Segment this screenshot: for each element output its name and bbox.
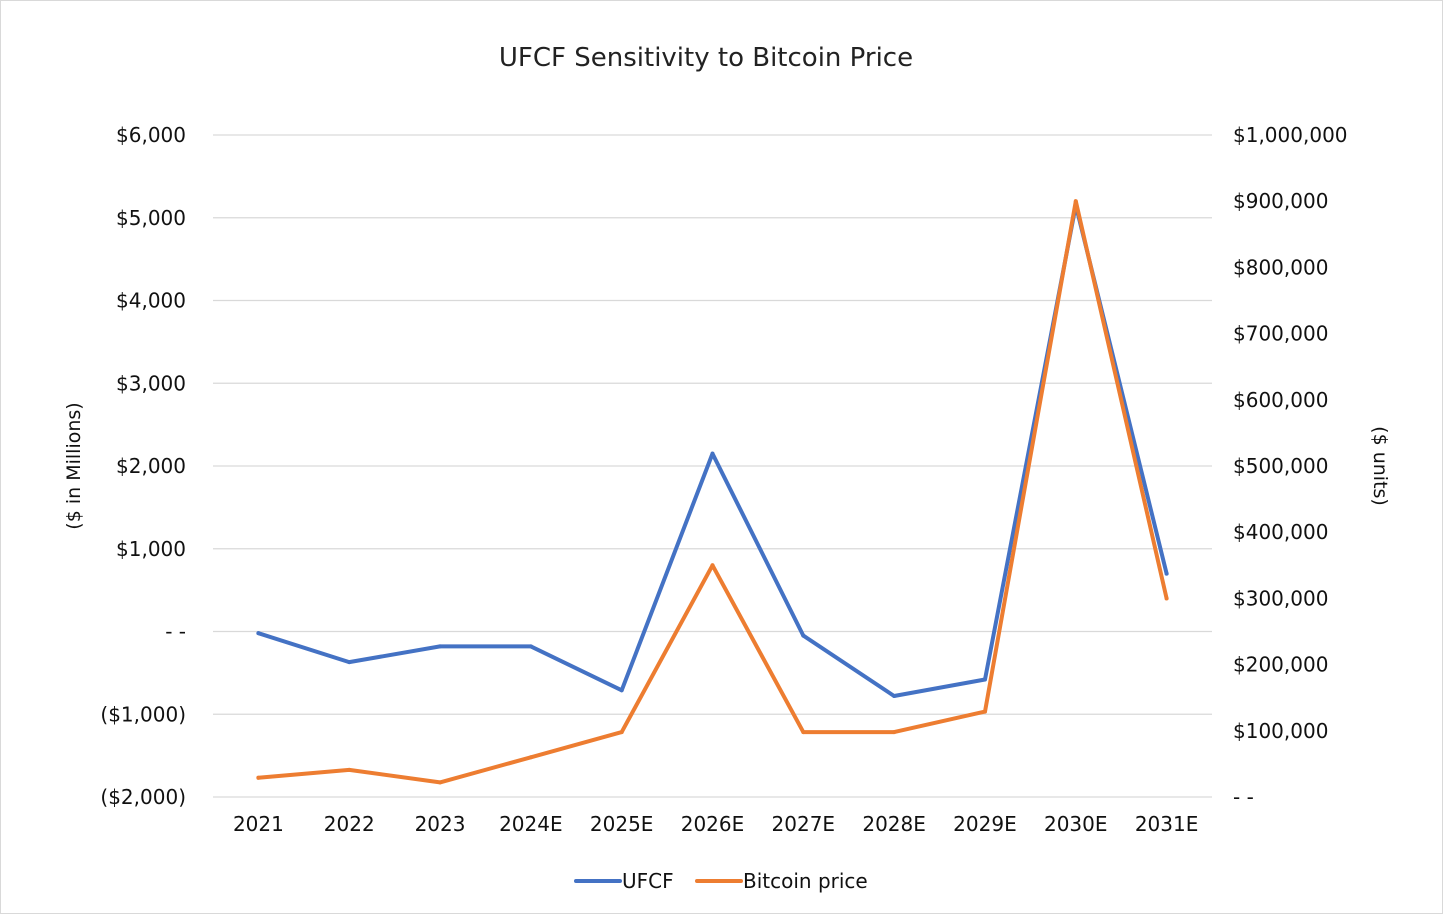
x-tick-label: 2022 — [324, 812, 375, 836]
data-point-ufcf — [801, 633, 806, 638]
data-point-ufcf — [438, 644, 443, 649]
data-point-bitcoin-price — [1164, 596, 1169, 601]
left-tick-label: - - — [165, 620, 186, 644]
series-lines — [256, 199, 1169, 785]
left-tick-label: $4,000 — [116, 289, 186, 313]
left-axis-ticks: $6,000 $5,000 $4,000 $3,000 $2,000 $1,000 - - (… — [100, 123, 186, 809]
data-point-bitcoin-price — [438, 780, 443, 785]
data-point-bitcoin-price — [801, 730, 806, 735]
series-line-bitcoin-price — [256, 199, 1169, 785]
x-tick-label: 2023 — [415, 812, 466, 836]
left-axis-title: ($ in Millions) — [63, 402, 85, 529]
x-tick-label: 2026E — [681, 812, 745, 836]
data-point-ufcf — [256, 631, 261, 636]
x-tick-label: 2030E — [1044, 812, 1108, 836]
right-axis-title: ($ units) — [1369, 426, 1391, 506]
left-tick-label: ($2,000) — [100, 785, 186, 809]
right-tick-label: $500,000 — [1233, 454, 1328, 478]
data-point-ufcf — [528, 644, 533, 649]
data-point-bitcoin-price — [982, 709, 987, 714]
data-point-bitcoin-price — [528, 755, 533, 760]
x-tick-label: 2021 — [233, 812, 284, 836]
data-point-bitcoin-price — [710, 563, 715, 568]
right-tick-label: $400,000 — [1233, 520, 1328, 544]
right-tick-label: $900,000 — [1233, 189, 1328, 213]
x-tick-label: 2028E — [862, 812, 926, 836]
left-tick-label: ($1,000) — [100, 702, 186, 726]
right-tick-label: - - — [1233, 785, 1254, 809]
chart-title: UFCF Sensitivity to Bitcoin Price — [499, 43, 913, 73]
x-tick-label: 2029E — [953, 812, 1017, 836]
left-tick-label: $3,000 — [116, 371, 186, 395]
data-point-bitcoin-price — [1073, 199, 1078, 204]
data-point-ufcf — [1164, 571, 1169, 576]
x-tick-label: 2027E — [772, 812, 836, 836]
data-point-bitcoin-price — [619, 730, 624, 735]
right-tick-label: $100,000 — [1233, 719, 1328, 743]
right-tick-label: $700,000 — [1233, 322, 1328, 346]
x-tick-label: 2025E — [590, 812, 654, 836]
right-tick-label: $600,000 — [1233, 388, 1328, 412]
right-tick-label: $200,000 — [1233, 653, 1328, 677]
legend-label: Bitcoin price — [743, 869, 868, 893]
data-point-bitcoin-price — [256, 775, 261, 780]
left-tick-label: $6,000 — [116, 123, 186, 147]
right-tick-label: $300,000 — [1233, 586, 1328, 610]
right-tick-label: $1,000,000 — [1233, 123, 1348, 147]
legend-label: UFCF — [622, 869, 674, 893]
data-point-bitcoin-price — [347, 767, 352, 772]
x-tick-label: 2024E — [499, 812, 563, 836]
left-tick-label: $2,000 — [116, 454, 186, 478]
left-tick-label: $5,000 — [116, 206, 186, 230]
data-point-ufcf — [710, 451, 715, 456]
x-axis-ticks: 2021 2022 2023 2024E 2025E 2026E 2027E 2028E 202… — [233, 812, 1198, 836]
right-tick-label: $800,000 — [1233, 255, 1328, 279]
left-tick-label: $1,000 — [116, 537, 186, 561]
x-tick-label: 2031E — [1135, 812, 1199, 836]
gridlines — [213, 134, 1212, 798]
data-point-ufcf — [982, 677, 987, 682]
data-point-bitcoin-price — [892, 730, 897, 735]
data-point-ufcf — [619, 688, 624, 693]
data-point-ufcf — [347, 660, 352, 665]
data-point-ufcf — [892, 694, 897, 699]
legend: UFCF Bitcoin price — [574, 869, 868, 893]
right-axis-ticks: $1,000,000 $900,000 $800,000 $700,000 $600,0… — [1233, 123, 1348, 809]
